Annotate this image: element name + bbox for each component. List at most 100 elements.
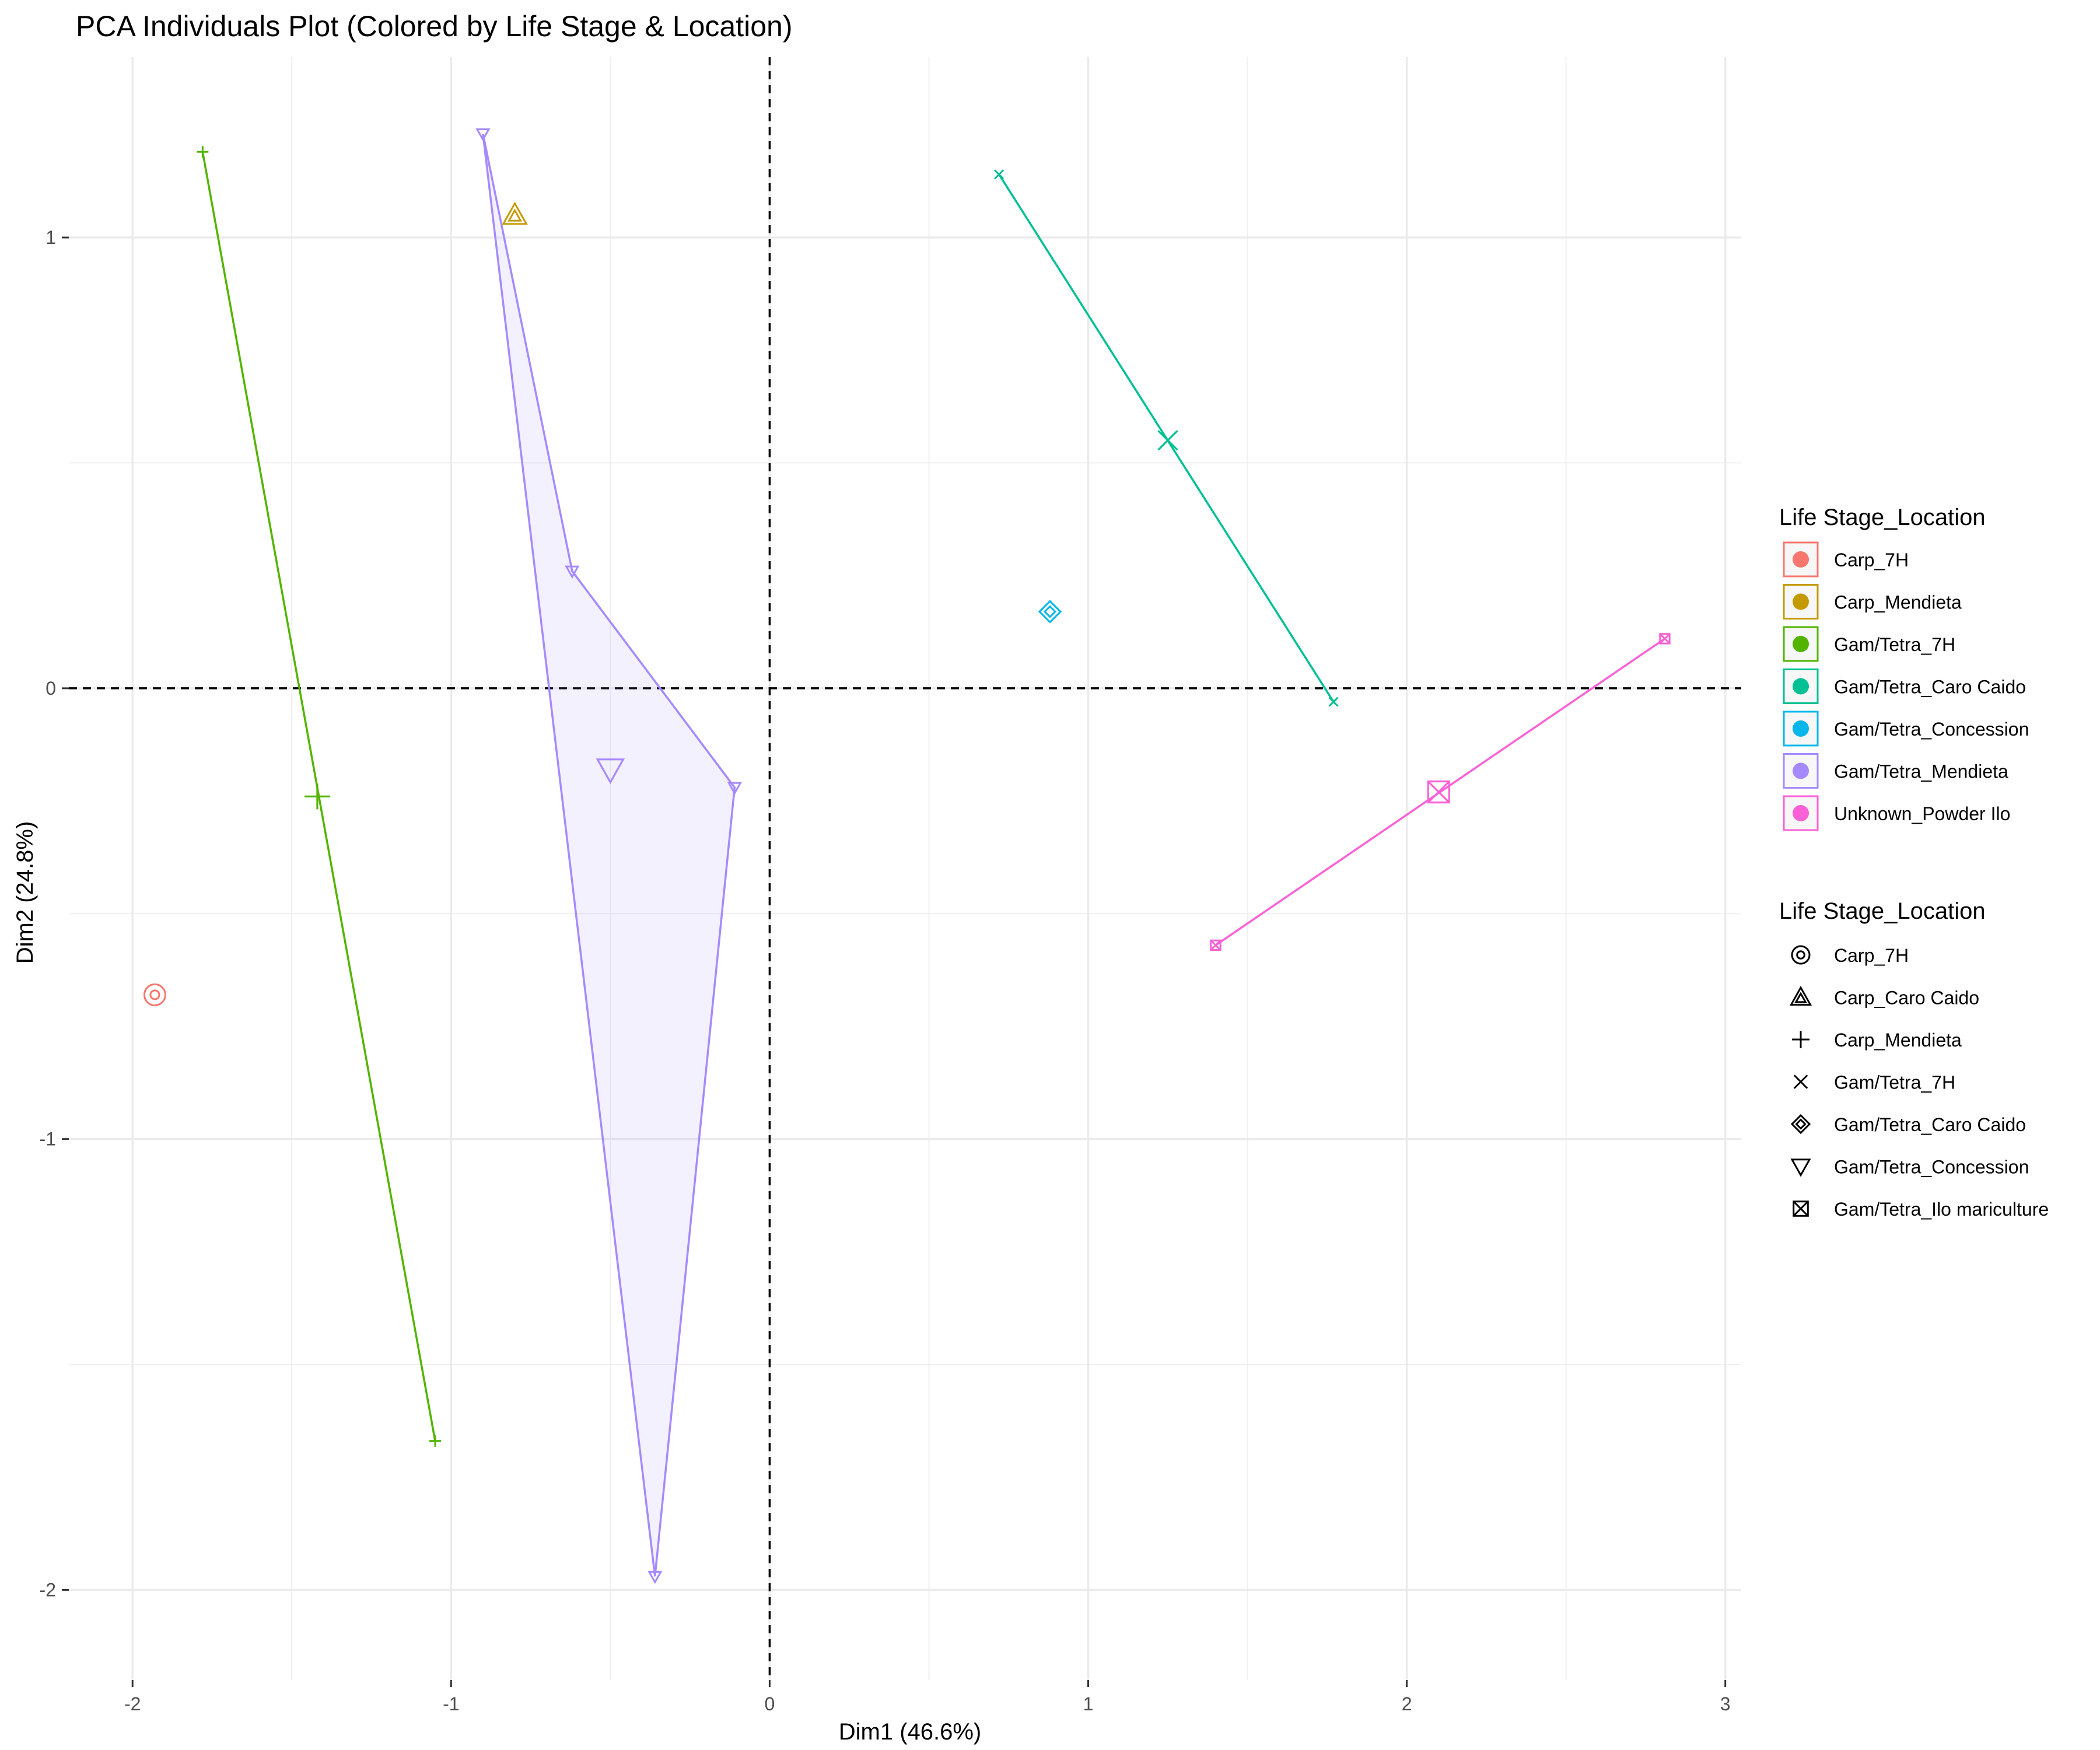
cross-icon bbox=[994, 169, 1005, 180]
legend-shape-label: Carp_7H bbox=[1834, 945, 1909, 966]
centroid-unknown-powder-ilo bbox=[1427, 780, 1450, 804]
diamond-icon bbox=[1043, 605, 1057, 618]
point-carp-mendieta bbox=[502, 201, 528, 225]
legend-shape-label: Gam/Tetra_7H bbox=[1834, 1072, 1955, 1093]
x-tick-label: 1 bbox=[1083, 1693, 1094, 1714]
legend-dot-icon bbox=[1793, 551, 1809, 568]
square-cross-icon bbox=[1427, 780, 1450, 804]
legend-color-label: Carp_7H bbox=[1834, 550, 1909, 570]
point-gam-tetra-caro-caido bbox=[1328, 696, 1339, 707]
square-cross-icon bbox=[1210, 939, 1222, 951]
triangle-down-icon bbox=[648, 1570, 663, 1584]
square-cross-icon bbox=[1793, 1200, 1809, 1217]
y-axis-title: Dim2 (24.8%) bbox=[12, 821, 38, 964]
legend-key-box bbox=[1783, 541, 1819, 578]
legend-dot-icon bbox=[1793, 593, 1809, 610]
centroid-gam-tetra-mendieta bbox=[596, 758, 625, 785]
x-tick-label: -1 bbox=[443, 1693, 459, 1714]
triangle-up-icon bbox=[1794, 992, 1807, 1003]
legend-color-item: Carp_7H bbox=[1783, 541, 1909, 578]
legend-color-item: Gam/Tetra_7H bbox=[1783, 626, 1955, 662]
legend-shape-label: Carp_Mendieta bbox=[1834, 1030, 1962, 1051]
hull-gam-tetra-mendieta bbox=[482, 134, 736, 1577]
triangle-down-icon bbox=[596, 758, 625, 785]
legend-shape-key bbox=[1791, 945, 1811, 965]
legend-shape-item: Carp_Caro Caido bbox=[1789, 985, 1979, 1009]
point-carp-7h bbox=[143, 983, 166, 1006]
legend-shape-item: Carp_7H bbox=[1791, 945, 1909, 966]
circle-icon bbox=[149, 989, 160, 1000]
x-tick-label: 0 bbox=[765, 1693, 775, 1714]
chart-title: PCA Individuals Plot (Colored by Life St… bbox=[76, 10, 792, 43]
circle-icon bbox=[143, 983, 166, 1006]
data-points bbox=[143, 128, 1671, 1584]
y-tick-label: 0 bbox=[46, 678, 56, 699]
axis-ticks: -2 -1 0 1 2 3 -2 -1 0 1 bbox=[40, 227, 1731, 1714]
point-gam-tetra-mendieta bbox=[727, 782, 742, 795]
x-tick-label: 2 bbox=[1402, 1693, 1412, 1714]
triangle-down-icon bbox=[1790, 1158, 1811, 1177]
legend-shape: Life Stage_Location Carp_7H Carp_Caro Caid… bbox=[1779, 898, 2049, 1220]
square-cross-icon bbox=[1659, 633, 1671, 645]
legend-shape-label: Carp_Caro Caido bbox=[1834, 988, 1979, 1009]
triangle-up-icon bbox=[502, 201, 528, 225]
legend-shape-label: Gam/Tetra_Ilo mariculture bbox=[1834, 1199, 2049, 1220]
legend-shape-item: Gam/Tetra_Caro Caido bbox=[1790, 1114, 2026, 1135]
diamond-icon bbox=[1038, 600, 1062, 624]
y-tick-label: 1 bbox=[46, 227, 56, 248]
legend-color-label: Carp_Mendieta bbox=[1834, 592, 1962, 613]
diamond-icon bbox=[1795, 1118, 1807, 1130]
legend-color-label: Gam/Tetra_Concession bbox=[1834, 719, 2029, 740]
legend-shape-item: Gam/Tetra_7H bbox=[1793, 1072, 1955, 1093]
point-gam-tetra-caro-caido bbox=[994, 169, 1005, 180]
circle-icon bbox=[1791, 945, 1811, 965]
x-axis-title: Dim1 (46.6%) bbox=[839, 1719, 982, 1745]
triangle-up-icon bbox=[1789, 985, 1812, 1006]
legend-dot-icon bbox=[1793, 678, 1809, 695]
square-cross-icon bbox=[1210, 940, 1222, 951]
square-cross-icon bbox=[1659, 633, 1671, 645]
diamond-icon bbox=[1790, 1114, 1811, 1135]
legend-color-item: Carp_Mendieta bbox=[1783, 584, 1962, 620]
triangle-down-icon bbox=[565, 565, 580, 579]
square-cross-icon bbox=[1793, 1200, 1809, 1217]
point-gam-tetra-7h bbox=[197, 146, 209, 158]
legend-shape-item: Gam/Tetra_Concession bbox=[1790, 1157, 2029, 1178]
circle-icon bbox=[1796, 950, 1805, 960]
legend-shape-item: Gam/Tetra_Ilo mariculture bbox=[1793, 1199, 2049, 1220]
cross-icon bbox=[1157, 430, 1178, 451]
legend-shape-key bbox=[1789, 985, 1812, 1006]
legend-color-item: Gam/Tetra_Caro Caido bbox=[1783, 668, 2026, 704]
y-tick-label: -2 bbox=[40, 1579, 56, 1600]
point-unknown-powder-ilo bbox=[1210, 939, 1222, 951]
cross-icon bbox=[1328, 696, 1339, 707]
legend-color-label: Gam/Tetra_Mendieta bbox=[1834, 761, 2008, 782]
hull-unknown-powder-ilo bbox=[1214, 638, 1665, 946]
point-gam-tetra-7h bbox=[429, 1435, 442, 1447]
legend-dot-icon bbox=[1793, 636, 1809, 652]
centroid-gam-tetra-7h bbox=[304, 783, 330, 810]
legend-shape-key bbox=[1790, 1158, 1811, 1177]
legend-shape-title: Life Stage_Location bbox=[1779, 898, 1986, 924]
legend-color-label: Unknown_Powder Ilo bbox=[1834, 803, 2010, 824]
x-tick-label: -2 bbox=[124, 1693, 141, 1714]
triangle-up-icon bbox=[508, 208, 522, 222]
legend-dot-icon bbox=[1793, 805, 1809, 821]
legend-color-item: Gam/Tetra_Mendieta bbox=[1783, 753, 2008, 789]
x-tick-label: 3 bbox=[1720, 1693, 1731, 1714]
legend-shape-key bbox=[1790, 1114, 1811, 1135]
legend-color-label: Gam/Tetra_7H bbox=[1834, 634, 1955, 655]
legend-shape-key bbox=[1792, 1031, 1810, 1048]
legend-color-item: Unknown_Powder Ilo bbox=[1783, 795, 2010, 831]
legend-color: Life Stage_Location Carp_7H Carp_Mendieta G… bbox=[1779, 505, 2029, 831]
legend-dot-icon bbox=[1793, 720, 1809, 737]
legend-color-item: Gam/Tetra_Concession bbox=[1783, 710, 2029, 747]
legend-shape-label: Gam/Tetra_Caro Caido bbox=[1834, 1114, 2026, 1135]
square-cross-icon bbox=[1427, 780, 1450, 803]
centroid-gam-tetra-caro-caido bbox=[1157, 430, 1178, 451]
point-unknown-powder-ilo bbox=[1659, 633, 1671, 645]
legend-shape-label: Gam/Tetra_Concession bbox=[1834, 1157, 2029, 1178]
point-gam-tetra-mendieta bbox=[565, 565, 580, 579]
legend-shape-item: Carp_Mendieta bbox=[1792, 1030, 1962, 1051]
